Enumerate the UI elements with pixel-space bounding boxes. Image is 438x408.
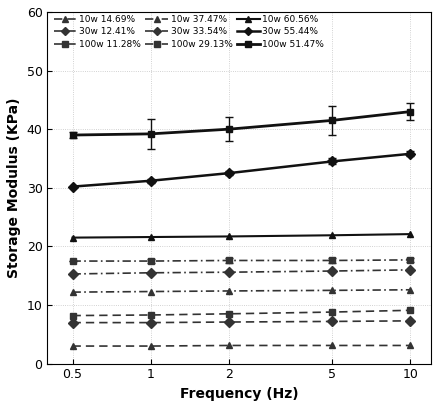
10w 60.56% [408,232,413,237]
Line: 30w 12.41%: 30w 12.41% [69,317,414,326]
30w 12.41% [70,320,75,325]
100w 11.28% [148,313,153,317]
Line: 30w 33.54%: 30w 33.54% [69,266,414,277]
100w 11.28% [330,310,335,315]
100w 11.28% [226,311,232,316]
100w 29.13% [226,258,232,263]
10w 60.56% [70,235,75,240]
100w 51.47% [148,131,153,136]
10w 60.56% [148,235,153,239]
30w 12.41% [408,318,413,323]
Line: 10w 37.47%: 10w 37.47% [69,286,414,296]
10w 37.47% [70,290,75,295]
100w 29.13% [148,259,153,264]
30w 55.44% [70,184,75,189]
30w 33.54% [330,268,335,273]
30w 33.54% [226,270,232,275]
Legend: 10w 14.69%, 30w 12.41%, 100w 11.28%, 10w 37.47%, 30w 33.54%, 100w 29.13%, 10w 60: 10w 14.69%, 30w 12.41%, 100w 11.28%, 10w… [52,13,326,51]
10w 14.69% [148,344,153,348]
Line: 10w 60.56%: 10w 60.56% [69,231,414,241]
10w 37.47% [148,289,153,294]
30w 33.54% [408,267,413,272]
10w 37.47% [408,287,413,292]
10w 60.56% [330,233,335,238]
10w 37.47% [226,288,232,293]
30w 55.44% [330,159,335,164]
Y-axis label: Storage Modulus (KPa): Storage Modulus (KPa) [7,98,21,278]
100w 51.47% [226,127,232,132]
100w 51.47% [330,118,335,123]
10w 14.69% [330,343,335,348]
30w 33.54% [70,271,75,276]
100w 29.13% [70,259,75,264]
100w 29.13% [408,257,413,262]
30w 12.41% [226,319,232,324]
100w 29.13% [330,258,335,263]
30w 12.41% [330,319,335,324]
Line: 10w 14.69%: 10w 14.69% [69,342,414,350]
10w 14.69% [70,344,75,348]
100w 11.28% [70,313,75,318]
Line: 100w 11.28%: 100w 11.28% [69,307,414,319]
10w 37.47% [330,288,335,293]
10w 14.69% [226,343,232,348]
30w 55.44% [408,151,413,156]
Line: 30w 55.44%: 30w 55.44% [69,150,414,190]
30w 55.44% [226,171,232,175]
30w 33.54% [148,271,153,275]
Line: 100w 51.47%: 100w 51.47% [69,108,414,138]
100w 51.47% [70,133,75,137]
X-axis label: Frequency (Hz): Frequency (Hz) [180,387,299,401]
Line: 100w 29.13%: 100w 29.13% [69,256,414,264]
30w 55.44% [148,178,153,183]
100w 11.28% [408,308,413,313]
10w 60.56% [226,234,232,239]
30w 12.41% [148,320,153,325]
100w 51.47% [408,109,413,114]
10w 14.69% [408,343,413,348]
